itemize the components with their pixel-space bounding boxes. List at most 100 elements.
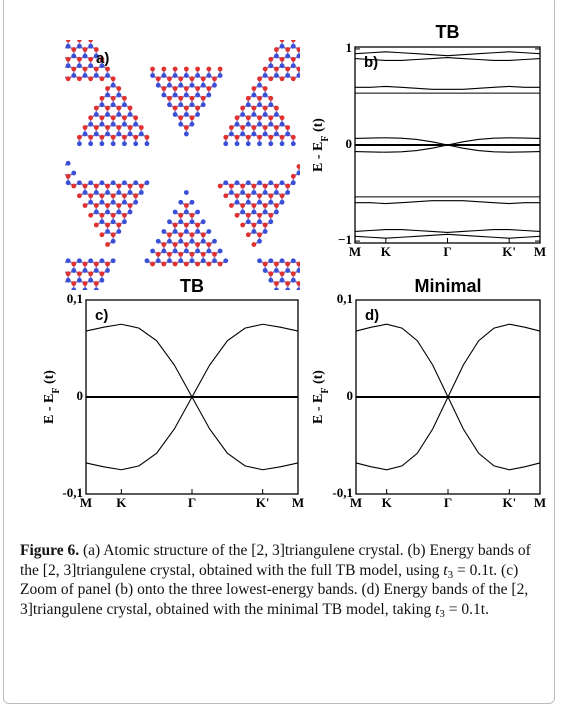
atom xyxy=(268,102,273,107)
bond xyxy=(310,271,316,274)
bond xyxy=(68,37,74,40)
atom xyxy=(60,288,65,293)
atom xyxy=(71,8,76,13)
atom xyxy=(184,93,189,98)
atom xyxy=(139,190,144,195)
bond xyxy=(57,290,63,293)
atom xyxy=(246,219,251,224)
atom xyxy=(66,76,71,81)
atom xyxy=(100,122,105,127)
atom xyxy=(167,232,172,237)
atom xyxy=(100,96,105,101)
atom xyxy=(66,57,71,62)
x-tick-label: M xyxy=(349,244,361,259)
atom xyxy=(308,268,313,273)
atom xyxy=(252,242,257,247)
bond xyxy=(57,76,63,79)
bond xyxy=(40,76,46,79)
atom xyxy=(77,310,82,315)
bond xyxy=(51,76,57,79)
atom xyxy=(105,210,110,215)
atom xyxy=(285,268,290,273)
atom xyxy=(133,193,138,198)
atom xyxy=(54,174,59,179)
atom xyxy=(111,239,116,244)
atom xyxy=(302,180,307,185)
atom xyxy=(319,54,324,59)
atom xyxy=(274,203,279,208)
atom xyxy=(206,73,211,78)
bond xyxy=(74,310,80,313)
atom xyxy=(240,203,245,208)
atom xyxy=(252,184,257,189)
atom xyxy=(105,93,110,98)
atom xyxy=(263,106,268,111)
atom xyxy=(240,106,245,111)
atom xyxy=(178,213,183,218)
atom xyxy=(71,15,76,20)
bond xyxy=(51,290,57,293)
atom xyxy=(71,262,76,267)
atom xyxy=(291,258,296,263)
bond xyxy=(57,300,63,303)
bond xyxy=(57,46,63,49)
atom xyxy=(206,229,211,234)
atom xyxy=(302,291,307,296)
atom xyxy=(43,63,48,68)
bond xyxy=(305,66,311,69)
atom xyxy=(184,112,189,117)
bond xyxy=(46,134,52,137)
y-label-unit: (t) xyxy=(311,118,326,136)
y-label-unit: (t) xyxy=(311,370,326,388)
atom xyxy=(133,200,138,205)
atom xyxy=(77,63,82,68)
bond xyxy=(288,310,294,313)
atom xyxy=(105,203,110,208)
atom xyxy=(54,37,59,42)
band-line xyxy=(355,201,540,204)
atom xyxy=(291,18,296,23)
atom xyxy=(161,67,166,72)
y-tick-label: 0 xyxy=(347,388,354,403)
bond xyxy=(276,290,282,293)
atom xyxy=(88,258,93,263)
atom xyxy=(83,307,88,312)
atom xyxy=(201,76,206,81)
atom xyxy=(308,47,313,52)
atom xyxy=(257,96,262,101)
atom xyxy=(178,115,183,120)
atom xyxy=(297,301,302,306)
atom xyxy=(77,141,82,146)
atom xyxy=(195,106,200,111)
atom xyxy=(38,262,43,267)
atom xyxy=(218,67,223,72)
y-tick-label: 0 xyxy=(77,388,84,403)
atom xyxy=(274,112,279,117)
atom xyxy=(49,47,54,52)
atom xyxy=(246,115,251,120)
atom xyxy=(263,262,268,267)
atom xyxy=(43,76,48,81)
band-line xyxy=(355,52,540,56)
y-label-main: E - E xyxy=(311,394,326,424)
atom xyxy=(268,219,273,224)
atom xyxy=(88,57,93,62)
bond xyxy=(40,66,46,69)
y-tick-label: 1 xyxy=(346,40,353,55)
atom xyxy=(257,193,262,198)
figure: a) TBb)−101MKΓK'ME - EF (t)TBc)-0,100,1M… xyxy=(0,0,564,711)
atom xyxy=(122,200,127,205)
atom xyxy=(38,112,43,117)
atom xyxy=(190,200,195,205)
atom xyxy=(60,28,65,33)
atom xyxy=(201,83,206,88)
atom xyxy=(184,73,189,78)
atom xyxy=(49,268,54,273)
atom xyxy=(128,184,133,189)
panel-label: b) xyxy=(364,54,378,71)
atom xyxy=(38,132,43,137)
atom xyxy=(156,258,161,263)
atom xyxy=(161,86,166,91)
atom xyxy=(274,288,279,293)
atom xyxy=(105,184,110,189)
